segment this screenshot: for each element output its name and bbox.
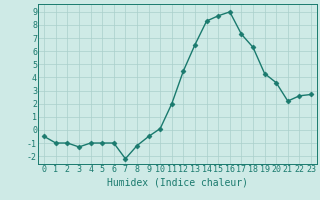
X-axis label: Humidex (Indice chaleur): Humidex (Indice chaleur) [107, 177, 248, 187]
